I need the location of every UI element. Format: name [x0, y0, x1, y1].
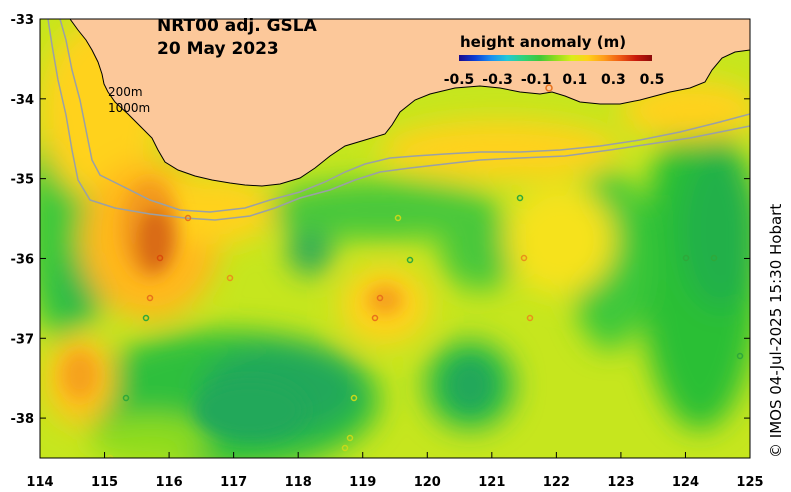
x-tick-label: 119 [349, 475, 376, 490]
plot-area [40, 19, 750, 458]
plot-frame [39, 18, 751, 459]
y-tick-label: -34 [11, 93, 35, 108]
anomaly-field [40, 20, 750, 458]
negative-anomaly-shelf [260, 180, 500, 240]
obs-marker [516, 194, 524, 202]
negative-anomaly-east-core [680, 150, 750, 310]
y-tick-label: -36 [11, 252, 35, 267]
x-tick-label: 120 [414, 475, 441, 490]
colorbar: height anomaly (m) -0.5 -0.3 -0.1 0.1 0.3 0.5 [444, 33, 665, 88]
colorbar-tick-label: 0.3 [601, 72, 626, 88]
observation-markers [106, 84, 744, 458]
bathy-1000m [47, 19, 750, 221]
x-tick-label: 114 [26, 475, 53, 490]
x-tick-label: 118 [285, 475, 312, 490]
title-line-1: NRT00 adj. GSLA [157, 16, 318, 36]
y-tick-label: -33 [11, 13, 35, 28]
x-axis: 114 115 116 117 118 119 120 121 122 123 124 125 [26, 452, 764, 490]
south-core [195, 380, 305, 440]
obs-marker [350, 394, 358, 402]
x-tick-label: 116 [156, 475, 183, 490]
x-tick-label: 124 [672, 475, 699, 490]
colorbar-tick-label: -0.3 [482, 72, 513, 88]
y-tick-label: -37 [11, 332, 35, 347]
y-axis: -33 -34 -35 -36 -37 -38 [11, 13, 750, 427]
obs-marker [682, 254, 690, 262]
bathy-200m [59, 19, 750, 213]
obs-marker [146, 294, 154, 302]
y-tick-label: -35 [11, 173, 35, 188]
obs-marker [545, 84, 553, 92]
y-tick-label: -38 [11, 412, 35, 427]
colorbar-tick-label: -0.1 [521, 72, 552, 88]
weak-anomaly-sw [90, 415, 210, 458]
colorbar-tick-label: 0.1 [562, 72, 587, 88]
obs-marker [376, 294, 384, 302]
obs-marker [122, 394, 130, 402]
mid-core [367, 285, 403, 315]
obs-marker [142, 314, 150, 322]
obs-marker [736, 352, 744, 360]
colorbar-bar [459, 55, 652, 61]
credit-text: © IMOS 04-Jul-2025 15:30 Hobart [767, 204, 785, 458]
x-tick-label: 117 [220, 475, 247, 490]
mid-neg-core [448, 360, 492, 410]
positive-anomaly-shelf-west [155, 175, 275, 245]
colorbar-ticks: -0.5 -0.3 -0.1 0.1 0.3 0.5 [444, 72, 665, 88]
x-tick-label: 121 [478, 475, 505, 490]
obs-marker [156, 254, 164, 262]
eddy-core-inner [137, 208, 173, 272]
x-tick-label: 125 [736, 475, 763, 490]
negative-anomaly-c2 [440, 210, 520, 290]
positive-anomaly-c3 [505, 185, 615, 295]
bathy-label-1000m: 1000m [108, 101, 150, 115]
colorbar-tick-label: 0.5 [640, 72, 665, 88]
colorbar-tick-label: -0.5 [444, 72, 475, 88]
obs-marker [371, 314, 379, 322]
x-tick-label: 115 [91, 475, 118, 490]
title-line-2: 20 May 2023 [157, 39, 279, 59]
obs-marker [526, 314, 534, 322]
bathy-label-200m: 200m [108, 85, 143, 99]
obs-marker [184, 214, 192, 222]
obs-marker [406, 256, 414, 264]
obs-marker [346, 434, 354, 442]
sw-core [62, 351, 98, 399]
x-tick-label: 123 [607, 475, 634, 490]
x-tick-label: 122 [543, 475, 570, 490]
obs-marker [106, 454, 114, 458]
obs-marker [226, 274, 234, 282]
colorbar-title: height anomaly (m) [460, 33, 626, 51]
obs-marker [341, 444, 349, 452]
obs-marker [394, 214, 402, 222]
positive-anomaly-coast [380, 120, 620, 180]
obs-marker [520, 254, 528, 262]
obs-marker [710, 254, 718, 262]
negative-anomaly-centre [288, 225, 332, 275]
